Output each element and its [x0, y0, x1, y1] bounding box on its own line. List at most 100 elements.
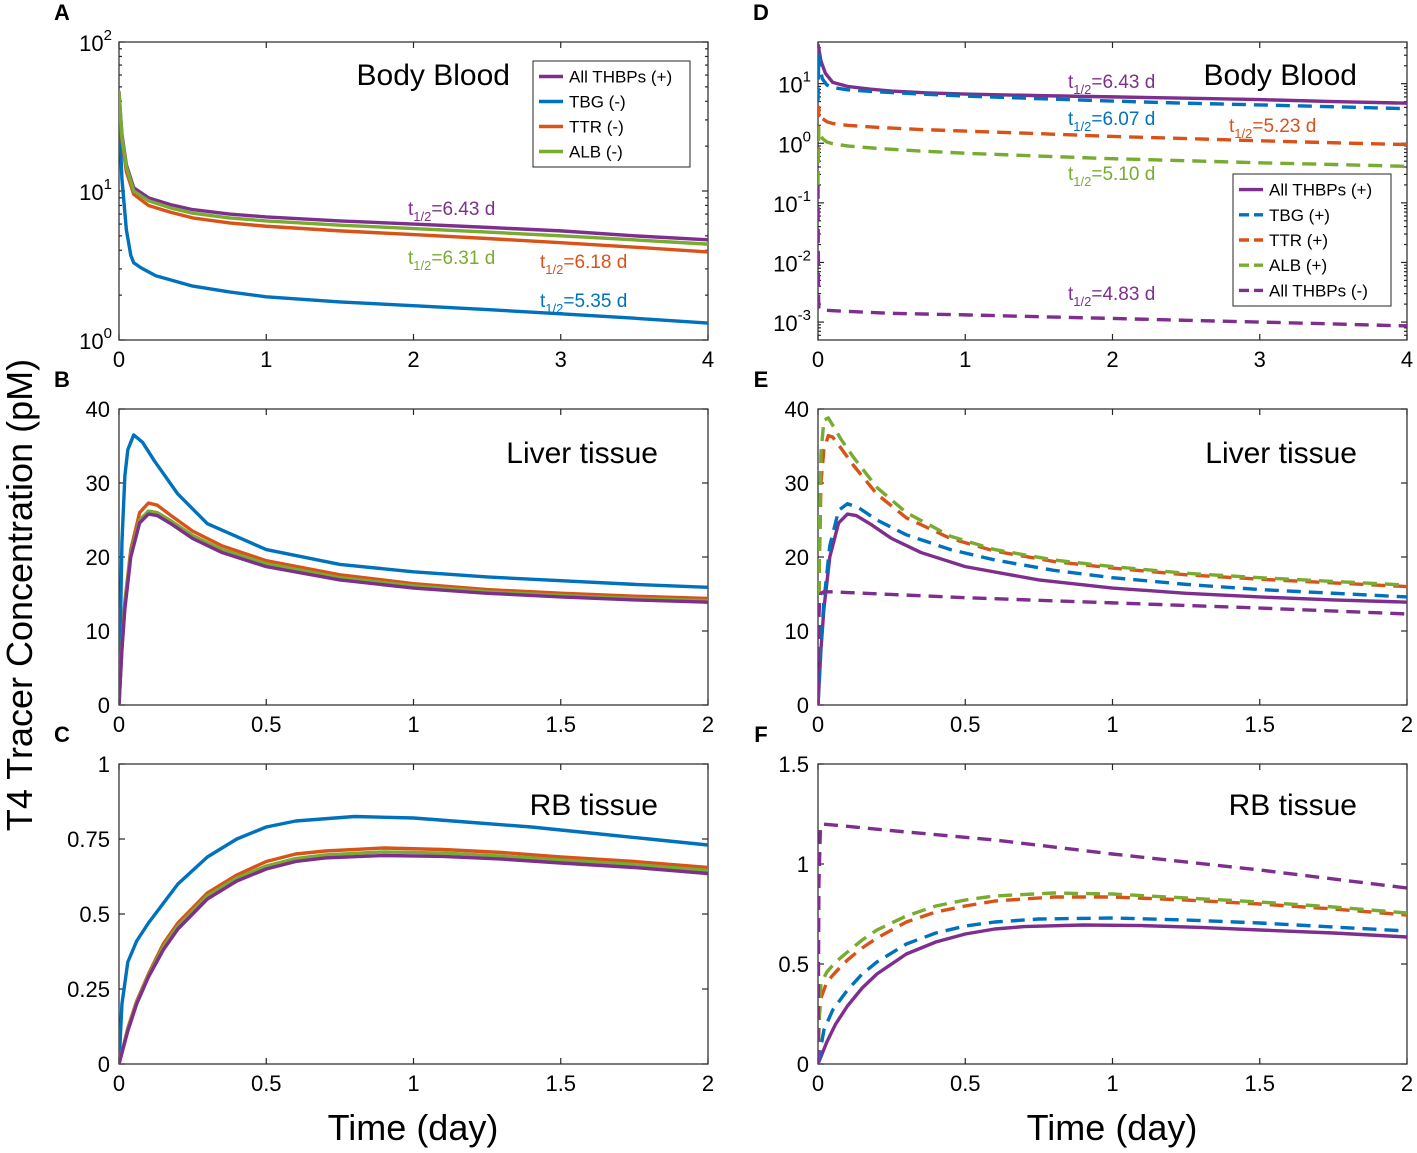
- y-tick-label: 100: [778, 128, 811, 157]
- half-life-annotation: t1/2=4.83 d: [1068, 284, 1155, 309]
- y-tick-label: 1.5: [778, 752, 809, 777]
- axes-frame-f: [817, 763, 1408, 1065]
- panel-f: 0 0.5 1 1.5 2 0 0.5 1 1.5 F RB tissue: [754, 722, 1413, 1096]
- legend-label-tbg-minus: TBG (-): [569, 93, 626, 112]
- series-line-alb-minus: [119, 90, 708, 246]
- x-tick-label: 2: [1401, 1071, 1413, 1096]
- series-line-tbg-plus: [818, 916, 1407, 1064]
- half-life-annotation: t1/2=6.18 d: [540, 252, 627, 277]
- legend-label-tbg-plus: TBG (+): [1269, 206, 1330, 225]
- x-tick-label: 2: [407, 347, 419, 372]
- y-tick-label: 102: [79, 27, 112, 56]
- y-tick-label: 20: [785, 545, 809, 570]
- series-group-a: [119, 90, 708, 325]
- x-axis-title-left: Time (day): [328, 1107, 499, 1148]
- x-tick-label: 0: [113, 712, 125, 737]
- series-line-all-thbps-plus: [818, 923, 1407, 1064]
- y-tick-label: 10: [785, 619, 809, 644]
- x-tick-label: 0: [113, 1071, 125, 1096]
- x-tick-label: 0: [113, 347, 125, 372]
- series-line-tbg-minus: [119, 814, 708, 1064]
- y-tick-label: 40: [86, 397, 110, 422]
- x-tick-label: 0.5: [251, 712, 282, 737]
- x-tick-label: 1: [407, 712, 419, 737]
- panel-title-d: Body Blood: [1204, 59, 1357, 92]
- axes-frame-e: [817, 408, 1408, 706]
- y-tick-label: 0.25: [67, 977, 110, 1002]
- series-line-all-thbps-plus: [818, 512, 1407, 705]
- panel-letter-e: E: [754, 367, 769, 392]
- x-axis-title-right: Time (day): [1027, 1107, 1198, 1148]
- half-life-annotation: t1/2=5.35 d: [540, 291, 627, 316]
- y-tick-label: 0: [98, 693, 110, 718]
- legend-a: All THBPs (+) TBG (-) TTR (-) ALB (-): [532, 60, 691, 168]
- legend-d: All THBPs (+) TBG (+) TTR (+) ALB (+) All TH…: [1232, 173, 1392, 307]
- panel-title-e: Liver tissue: [1205, 437, 1357, 470]
- x-tick-label: 0: [812, 347, 824, 372]
- x-tick-label: 1: [1106, 1071, 1118, 1096]
- series-line-ttr-plus: [818, 895, 1407, 1064]
- legend-label-ttr-plus: TTR (+): [1269, 231, 1328, 250]
- x-tick-label: 1: [407, 1071, 419, 1096]
- x-tick-label: 0.5: [251, 1071, 282, 1096]
- panel-letter-f: F: [754, 722, 767, 747]
- panel-title-f: RB tissue: [1229, 789, 1357, 822]
- x-tick-label: 1.5: [1244, 712, 1275, 737]
- x-tick-label: 4: [702, 347, 714, 372]
- series-line-alb-plus: [818, 891, 1407, 1064]
- series-line-tbg-minus: [119, 109, 708, 325]
- series-line-all-thbps-plus: [119, 512, 708, 705]
- y-tick-label: 0: [797, 1052, 809, 1077]
- y-tick-label: 20: [86, 545, 110, 570]
- panel-title-b: Liver tissue: [506, 437, 658, 470]
- x-tick-label: 0.5: [950, 1071, 981, 1096]
- y-tick-label: 0: [98, 1052, 110, 1077]
- panel-c: 0 0.5 1 1.5 2 0 0.25 0.5 0.75 1 C RB tissue: [54, 722, 714, 1096]
- axes-frame-c: [118, 763, 709, 1065]
- x-tick-label: 4: [1401, 347, 1413, 372]
- half-life-annotation: t1/2=6.07 d: [1068, 109, 1155, 134]
- panel-letter-b: B: [54, 367, 70, 392]
- series-line-all-thbps-minus: [818, 822, 1407, 1064]
- series-line-ttr-plus: [818, 105, 1407, 162]
- y-tick-label: 101: [79, 176, 112, 205]
- legend-label-all-thbps-plus: All THBPs (+): [569, 68, 672, 87]
- y-tick-label: 40: [785, 397, 809, 422]
- panel-title-c: RB tissue: [530, 789, 658, 822]
- y-tick-label: 0: [797, 693, 809, 718]
- y-tick-label: 0.5: [778, 952, 809, 977]
- legend-label-all-thbps-minus: All THBPs (-): [1269, 281, 1368, 300]
- panel-letter-c: C: [54, 722, 70, 747]
- x-tick-label: 1: [1106, 712, 1118, 737]
- legend-label-alb-minus: ALB (-): [569, 143, 623, 162]
- y-tick-label: 10: [86, 619, 110, 644]
- half-life-annotation: t1/2=6.43 d: [1068, 72, 1155, 97]
- series-line-all-thbps-plus: [119, 853, 708, 1064]
- x-tick-label: 3: [1254, 347, 1266, 372]
- y-axis-title: T4 Tracer Concentration (pM): [0, 359, 40, 831]
- x-tick-label: 1.5: [1244, 1071, 1275, 1096]
- series-line-all-thbps-minus: [818, 184, 1407, 328]
- y-tick-label: 1: [98, 752, 110, 777]
- axes-frame-b: [118, 408, 709, 706]
- x-tick-label: 0: [812, 1071, 824, 1096]
- y-tick-label: 10-2: [773, 247, 811, 276]
- x-tick-label: 3: [555, 347, 567, 372]
- series-group-f: [818, 822, 1407, 1064]
- panel-letter-d: D: [753, 0, 769, 25]
- series-group-e: [818, 416, 1407, 705]
- y-tick-label: 0.75: [67, 827, 110, 852]
- x-tick-label: 1.5: [545, 1071, 576, 1096]
- y-tick-label: 30: [86, 471, 110, 496]
- x-tick-label: 2: [1106, 347, 1118, 372]
- legend-box: [532, 60, 691, 168]
- panel-d: 0 1 2 3 4 10-3 10-2 10-1 100 101 D Body Blood All TH…: [753, 0, 1413, 372]
- y-tick-label: 30: [785, 471, 809, 496]
- series-line-alb-plus: [818, 416, 1407, 705]
- series-group-c: [119, 814, 708, 1064]
- y-tick-label: 100: [79, 325, 112, 354]
- half-life-annotation: t1/2=6.43 d: [408, 199, 495, 224]
